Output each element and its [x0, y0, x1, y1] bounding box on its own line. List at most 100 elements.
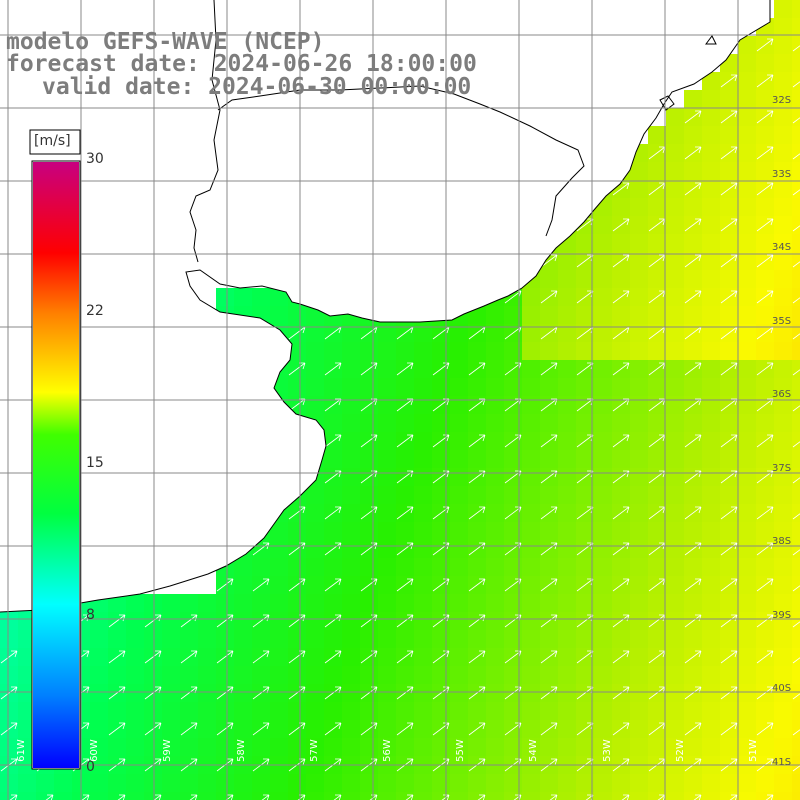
wind-cell	[252, 792, 271, 800]
wind-cell	[486, 792, 505, 800]
wind-cell	[450, 576, 469, 595]
wind-cell	[792, 378, 800, 397]
wind-cell	[594, 288, 613, 307]
wind-cell	[702, 522, 721, 541]
wind-cell	[612, 378, 631, 397]
wind-cell	[702, 162, 721, 181]
wind-cell	[270, 306, 289, 325]
longitude-label: 58W	[235, 739, 247, 762]
wind-cell	[558, 774, 577, 793]
wind-cell	[162, 666, 181, 685]
wind-cell	[378, 504, 397, 523]
wind-cell	[594, 666, 613, 685]
wind-cell	[486, 486, 505, 505]
wind-cell	[630, 504, 649, 523]
wind-cell	[630, 234, 649, 253]
wind-cell	[486, 774, 505, 793]
wind-cell	[162, 774, 181, 793]
wind-cell	[666, 306, 685, 325]
wind-cell	[630, 576, 649, 595]
wind-cell	[702, 720, 721, 739]
wind-cell	[774, 450, 793, 469]
wind-cell	[288, 342, 307, 361]
wind-cell	[738, 234, 757, 253]
wind-arrow	[117, 794, 126, 800]
wind-cell	[666, 414, 685, 433]
wind-cell	[648, 774, 667, 793]
wind-cell	[486, 414, 505, 433]
wind-cell	[270, 288, 289, 307]
wind-arrow	[720, 434, 738, 448]
wind-cell	[594, 540, 613, 559]
wind-cell	[540, 522, 559, 541]
wind-cell	[252, 702, 271, 721]
wind-cell	[378, 522, 397, 541]
wind-cell	[576, 342, 595, 361]
wind-cell	[360, 666, 379, 685]
wind-cell	[540, 414, 559, 433]
wind-cell	[432, 774, 451, 793]
wind-cell	[522, 630, 541, 649]
wind-cell	[234, 774, 253, 793]
wind-cell	[162, 720, 181, 739]
wind-arrow	[360, 362, 378, 376]
wind-cell	[576, 234, 595, 253]
wind-arrow	[756, 38, 774, 52]
wind-cell	[774, 540, 793, 559]
wind-cell	[450, 468, 469, 487]
wind-cell	[396, 702, 415, 721]
wind-cell	[324, 774, 343, 793]
wind-cell	[270, 612, 289, 631]
wind-cell	[594, 342, 613, 361]
wind-arrow	[468, 722, 486, 736]
wind-arrow	[756, 110, 774, 124]
wind-cell	[720, 234, 739, 253]
wind-cell	[324, 738, 343, 757]
wind-cell	[648, 738, 667, 757]
wind-cell	[702, 486, 721, 505]
wind-cell	[306, 648, 325, 667]
wind-cell	[504, 414, 523, 433]
wind-cell	[774, 684, 793, 703]
wind-cell	[612, 234, 631, 253]
wind-cell	[774, 162, 793, 181]
wind-cell	[270, 738, 289, 757]
wind-cell	[630, 594, 649, 613]
wind-cell	[720, 342, 739, 361]
wind-cell	[792, 54, 800, 73]
wind-cell	[378, 576, 397, 595]
wind-arrow	[756, 506, 774, 520]
wind-cell	[792, 414, 800, 433]
wind-cell	[90, 774, 109, 793]
wind-cell	[126, 630, 145, 649]
wind-cell	[558, 594, 577, 613]
wind-cell	[126, 612, 145, 631]
wind-cell	[198, 666, 217, 685]
wind-cell	[630, 162, 649, 181]
wind-cell	[702, 198, 721, 217]
wind-cell	[162, 792, 181, 800]
wind-cell	[378, 540, 397, 559]
wind-cell	[54, 792, 73, 800]
wind-cell	[792, 108, 800, 127]
wind-cell	[180, 594, 199, 613]
wind-cell	[630, 522, 649, 541]
wind-cell	[108, 774, 127, 793]
wind-cell	[738, 666, 757, 685]
wind-cell	[414, 378, 433, 397]
wind-cell	[756, 666, 775, 685]
wind-cell	[702, 468, 721, 487]
wind-cell	[774, 72, 793, 91]
wind-arrow	[612, 254, 630, 268]
wind-cell	[720, 126, 739, 145]
wind-cell	[396, 666, 415, 685]
wind-cell	[396, 792, 415, 800]
wind-cell	[756, 486, 775, 505]
wind-cell	[540, 792, 559, 800]
latitude-label: 41S	[772, 756, 792, 768]
wind-cell	[378, 684, 397, 703]
wind-cell	[486, 702, 505, 721]
wind-cell	[18, 792, 37, 800]
wind-cell	[270, 648, 289, 667]
colorbar-unit-box	[29, 129, 81, 155]
